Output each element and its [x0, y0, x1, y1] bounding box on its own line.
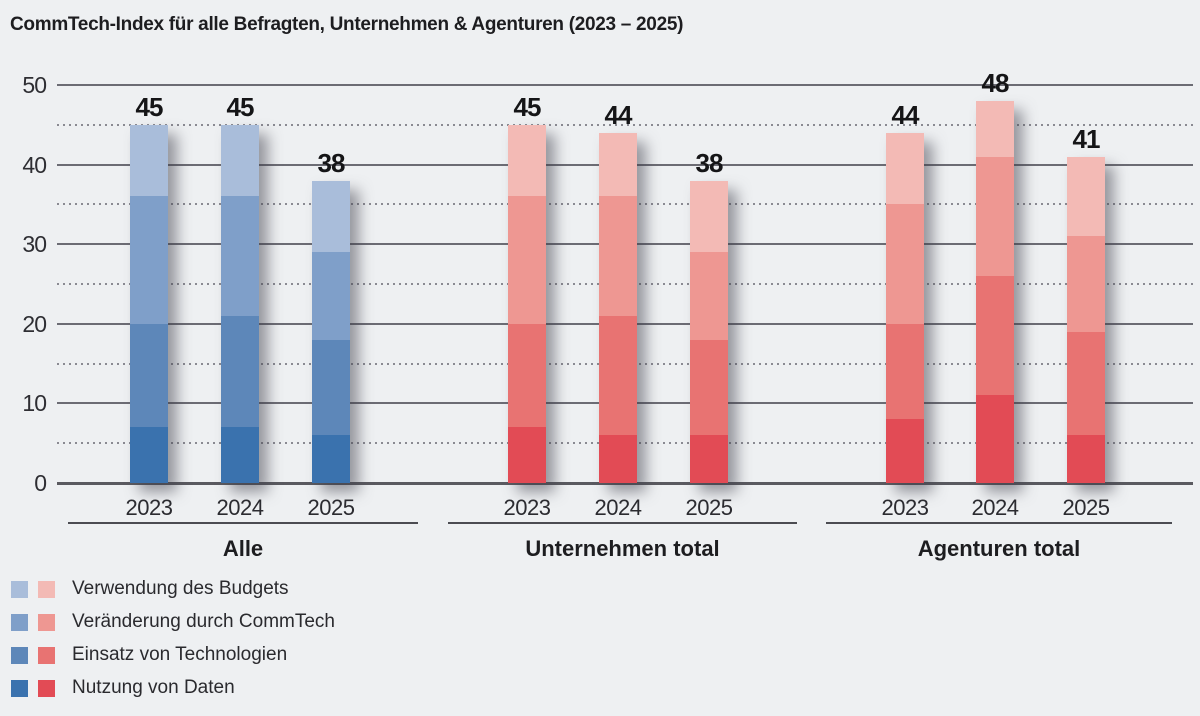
bar-segment-einsatz-von-technologien	[312, 339, 350, 436]
x-tick-label: 2025	[685, 495, 733, 520]
bar-stack	[508, 124, 546, 483]
bar-segment-verwendung-des-budgets	[312, 180, 350, 253]
bar-segment-einsatz-von-technologien	[690, 339, 728, 436]
bar-segment-einsatz-von-technologien	[976, 276, 1014, 396]
bar-total-label: 38	[695, 147, 724, 178]
legend-label: Verwendung des Budgets	[72, 578, 289, 599]
gridline-minor	[57, 123, 1193, 126]
legend-label: Einsatz von Technologien	[72, 644, 288, 665]
bar-segment-veraenderung-durch-commtech	[508, 196, 546, 324]
bar-total-label: 45	[513, 91, 542, 122]
legend-swatch-blue-icon	[11, 613, 28, 631]
gridline-major	[57, 482, 1193, 485]
bar-total-label: 45	[226, 91, 255, 122]
bar-segment-nutzung-von-daten	[130, 427, 168, 483]
bar-total-label: 44	[604, 99, 633, 130]
x-tick-label: 2023	[503, 495, 551, 520]
bar-segment-einsatz-von-technologien	[1067, 331, 1105, 436]
bar-stack	[886, 132, 924, 483]
gridline-major	[57, 84, 1193, 86]
bar-segment-verwendung-des-budgets	[976, 100, 1014, 157]
bar-segment-einsatz-von-technologien	[221, 315, 259, 428]
bar-total-label: 45	[135, 91, 164, 122]
bar-segment-einsatz-von-technologien	[599, 315, 637, 436]
bar-stack	[1067, 156, 1105, 483]
bar-segment-verwendung-des-budgets	[690, 180, 728, 253]
bar-total-label: 41	[1072, 123, 1101, 154]
legend-item: Veränderung durch CommTech	[11, 609, 335, 635]
bar-segment-veraenderung-durch-commtech	[312, 252, 350, 340]
bar-stack	[690, 180, 728, 483]
bar-segment-nutzung-von-daten	[312, 435, 350, 483]
group-label: Agenturen total	[917, 536, 1081, 561]
group-underline	[68, 522, 418, 524]
bar-stack	[976, 100, 1014, 483]
bar-segment-veraenderung-durch-commtech	[690, 252, 728, 340]
bar-segment-nutzung-von-daten	[508, 427, 546, 483]
group-underline	[448, 522, 797, 524]
y-axis-label: 0	[34, 470, 47, 496]
legend-item: Verwendung des Budgets	[11, 576, 335, 602]
legend-label: Nutzung von Daten	[72, 677, 235, 698]
group-label: Unternehmen total	[525, 536, 720, 561]
y-axis-label: 30	[22, 231, 47, 258]
bar-segment-nutzung-von-daten	[599, 435, 637, 483]
bar-segment-verwendung-des-budgets	[508, 124, 546, 197]
bar-segment-veraenderung-durch-commtech	[130, 196, 168, 324]
bar-segment-nutzung-von-daten	[221, 427, 259, 483]
bar-segment-einsatz-von-technologien	[886, 323, 924, 420]
legend-swatch-blue-icon	[11, 646, 28, 664]
bar-stack	[599, 132, 637, 483]
x-tick-label: 2023	[125, 495, 173, 520]
bar-segment-veraenderung-durch-commtech	[599, 196, 637, 316]
bar-segment-nutzung-von-daten	[976, 395, 1014, 483]
bar-segment-nutzung-von-daten	[886, 419, 924, 483]
bar-segment-veraenderung-durch-commtech	[976, 156, 1014, 277]
bar-total-label: 38	[317, 147, 346, 178]
group-label: Alle	[222, 536, 264, 561]
x-tick-label: 2024	[594, 495, 642, 520]
bar-segment-nutzung-von-daten	[1067, 435, 1105, 483]
x-tick-label: 2025	[307, 495, 355, 520]
bar-segment-einsatz-von-technologien	[508, 323, 546, 428]
x-tick-label: 2023	[881, 495, 929, 520]
bar-total-label: 48	[981, 67, 1010, 98]
y-axis-label: 50	[22, 72, 47, 98]
x-tick-label: 2025	[1062, 495, 1110, 520]
y-axis-label: 10	[22, 390, 47, 417]
y-axis-label: 40	[22, 151, 47, 178]
legend-item: Einsatz von Technologien	[11, 642, 335, 668]
bar-segment-veraenderung-durch-commtech	[1067, 236, 1105, 332]
legend-swatch-red-icon	[38, 613, 55, 631]
bar-segment-veraenderung-durch-commtech	[221, 196, 259, 316]
bar-segment-verwendung-des-budgets	[886, 132, 924, 205]
x-tick-label: 2024	[971, 495, 1019, 520]
bar-stack	[221, 124, 259, 483]
legend: Verwendung des Budgets Veränderung durch…	[11, 576, 335, 708]
legend-swatch-blue-icon	[11, 580, 28, 598]
legend-swatch-red-icon	[38, 646, 55, 664]
group-underline	[826, 522, 1172, 524]
legend-swatch-blue-icon	[11, 679, 28, 697]
legend-label: Veränderung durch CommTech	[72, 611, 335, 632]
bar-segment-einsatz-von-technologien	[130, 323, 168, 428]
bar-total-label: 44	[891, 99, 920, 130]
bar-segment-verwendung-des-budgets	[1067, 156, 1105, 237]
legend-item: Nutzung von Daten	[11, 675, 335, 701]
y-axis-label: 20	[22, 310, 47, 337]
bar-segment-verwendung-des-budgets	[221, 124, 259, 197]
bar-segment-verwendung-des-budgets	[599, 132, 637, 197]
chart-title: CommTech-Index für alle Befragten, Unter…	[10, 14, 684, 35]
x-tick-label: 2024	[216, 495, 264, 520]
bar-stack	[312, 180, 350, 483]
legend-swatch-red-icon	[38, 679, 55, 697]
bar-segment-veraenderung-durch-commtech	[886, 204, 924, 324]
legend-swatch-red-icon	[38, 580, 55, 598]
bar-segment-nutzung-von-daten	[690, 435, 728, 483]
bar-segment-verwendung-des-budgets	[130, 124, 168, 197]
bar-stack	[130, 124, 168, 483]
